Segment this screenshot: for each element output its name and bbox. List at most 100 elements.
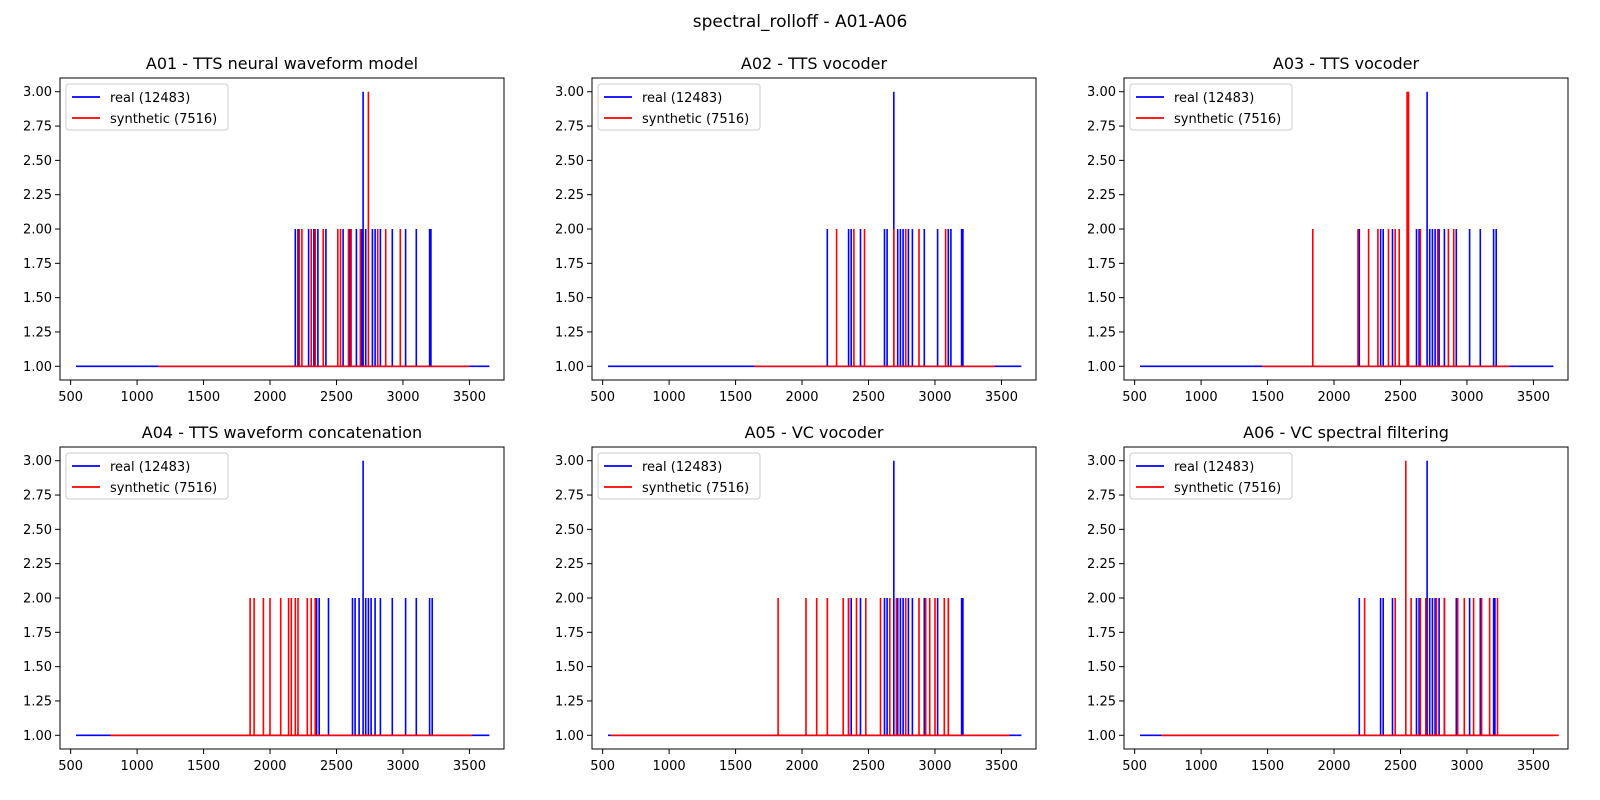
x-tick-label: 3500	[453, 759, 486, 774]
y-tick-label: 1.75	[1087, 257, 1116, 272]
series-line-synthetic	[610, 598, 1010, 737]
x-tick-label: 3000	[918, 759, 951, 774]
legend-label-synthetic: synthetic (7516)	[642, 112, 749, 127]
x-tick-label: 1000	[1185, 759, 1218, 774]
figure-title: spectral_rolloff - A01-A06	[692, 12, 908, 32]
legend: real (12483) synthetic (7516)	[1129, 452, 1293, 500]
x-tick-label: 500	[58, 390, 83, 405]
x-tick-label: 2500	[852, 390, 885, 405]
x-tick-label: 1000	[653, 759, 686, 774]
x-tick-label: 1000	[653, 390, 686, 405]
y-tick-label: 1.00	[23, 729, 52, 744]
series-line-real	[608, 91, 1022, 368]
x-tick-label: 1500	[187, 759, 220, 774]
y-tick-label: 1.50	[23, 291, 52, 306]
subplot-5: A05 - VC vocoder 500 1000 1500 2000 2500 3000 3…	[555, 423, 1037, 774]
plot-area	[1140, 460, 1559, 737]
y-tick-label: 2.25	[23, 188, 52, 203]
y-tick-label: 3.00	[23, 454, 52, 469]
y-tick-label: 1.75	[555, 257, 584, 272]
x-tick-label: 2500	[1384, 390, 1417, 405]
y-tick-label: 1.50	[555, 660, 584, 675]
y-tick-label: 2.00	[1087, 592, 1116, 607]
legend-label-real: real (12483)	[642, 91, 722, 106]
y-tick-label: 2.50	[1087, 523, 1116, 538]
legend-label-synthetic: synthetic (7516)	[110, 481, 217, 496]
x-tick-label: 500	[590, 759, 615, 774]
x-tick-label: 1500	[187, 390, 220, 405]
y-tick-label: 1.25	[23, 325, 52, 340]
plot-area	[76, 91, 490, 368]
legend-label-synthetic: synthetic (7516)	[110, 112, 217, 127]
x-tick-label: 3000	[1450, 759, 1483, 774]
x-tick-label: 3500	[985, 390, 1018, 405]
y-tick-label: 1.75	[23, 257, 52, 272]
y-tick-label: 2.50	[23, 154, 52, 169]
y-tick-label: 2.50	[1087, 154, 1116, 169]
legend-label-synthetic: synthetic (7516)	[642, 481, 749, 496]
x-tick-label: 500	[1122, 759, 1147, 774]
x-tick-label: 1500	[719, 759, 752, 774]
x-tick-label: 3000	[918, 390, 951, 405]
y-tick-label: 2.25	[1087, 557, 1116, 572]
y-tick-label: 2.75	[23, 120, 52, 135]
subplot-3: A03 - TTS vocoder 500 1000 1500 2000 2500 3000…	[1087, 54, 1569, 405]
x-tick-label: 2500	[320, 390, 353, 405]
y-tick-label: 2.75	[555, 489, 584, 504]
y-tick-label: 1.00	[1087, 729, 1116, 744]
legend-box	[65, 452, 229, 500]
subplot-title: A06 - VC spectral filtering	[1243, 423, 1449, 442]
y-tick-label: 2.75	[23, 489, 52, 504]
series-line-synthetic	[1161, 460, 1559, 737]
legend-box	[65, 83, 229, 131]
series-line-synthetic	[1262, 91, 1510, 368]
x-tick-label: 1500	[1251, 390, 1284, 405]
series-line-synthetic	[754, 229, 995, 368]
y-tick-label: 2.50	[555, 523, 584, 538]
y-tick-label: 3.00	[23, 85, 52, 100]
legend: real (12483) synthetic (7516)	[597, 452, 761, 500]
x-tick-label: 1500	[719, 390, 752, 405]
x-tick-label: 500	[58, 759, 83, 774]
legend-label-synthetic: synthetic (7516)	[1174, 112, 1281, 127]
y-tick-label: 1.25	[23, 694, 52, 709]
y-tick-label: 1.75	[1087, 626, 1116, 641]
subplot-title: A02 - TTS vocoder	[741, 54, 888, 73]
subplot-title: A01 - TTS neural waveform model	[146, 54, 418, 73]
x-tick-label: 1000	[121, 759, 154, 774]
y-tick-label: 1.00	[1087, 360, 1116, 375]
series-line-real	[1140, 91, 1554, 368]
legend-box	[1129, 83, 1293, 131]
plot-area	[76, 460, 490, 737]
y-tick-label: 1.50	[555, 291, 584, 306]
series-line-real	[76, 460, 490, 737]
y-tick-label: 1.50	[1087, 660, 1116, 675]
x-tick-label: 2000	[1317, 759, 1350, 774]
legend-label-synthetic: synthetic (7516)	[1174, 481, 1281, 496]
legend-label-real: real (12483)	[1174, 460, 1254, 475]
y-tick-label: 3.00	[1087, 454, 1116, 469]
y-tick-label: 1.25	[1087, 325, 1116, 340]
subplot-title: A05 - VC vocoder	[745, 423, 884, 442]
x-tick-label: 2500	[852, 759, 885, 774]
y-tick-label: 1.50	[1087, 291, 1116, 306]
x-tick-label: 3500	[1517, 759, 1550, 774]
y-tick-label: 1.00	[555, 360, 584, 375]
x-tick-label: 3500	[1517, 390, 1550, 405]
x-tick-label: 2000	[253, 390, 286, 405]
legend-label-real: real (12483)	[110, 91, 190, 106]
x-tick-label: 3000	[386, 390, 419, 405]
legend-box	[1129, 452, 1293, 500]
plot-area	[608, 460, 1022, 737]
y-tick-label: 2.25	[555, 557, 584, 572]
y-tick-label: 1.00	[23, 360, 52, 375]
y-tick-label: 2.50	[23, 523, 52, 538]
legend: real (12483) synthetic (7516)	[597, 83, 761, 131]
y-tick-label: 2.00	[555, 592, 584, 607]
plot-area	[1140, 91, 1554, 368]
y-tick-label: 2.75	[555, 120, 584, 135]
subplot-4: A04 - TTS waveform concatenation 500 1000 1…	[23, 423, 505, 774]
y-tick-label: 2.75	[1087, 120, 1116, 135]
y-tick-label: 2.25	[1087, 188, 1116, 203]
